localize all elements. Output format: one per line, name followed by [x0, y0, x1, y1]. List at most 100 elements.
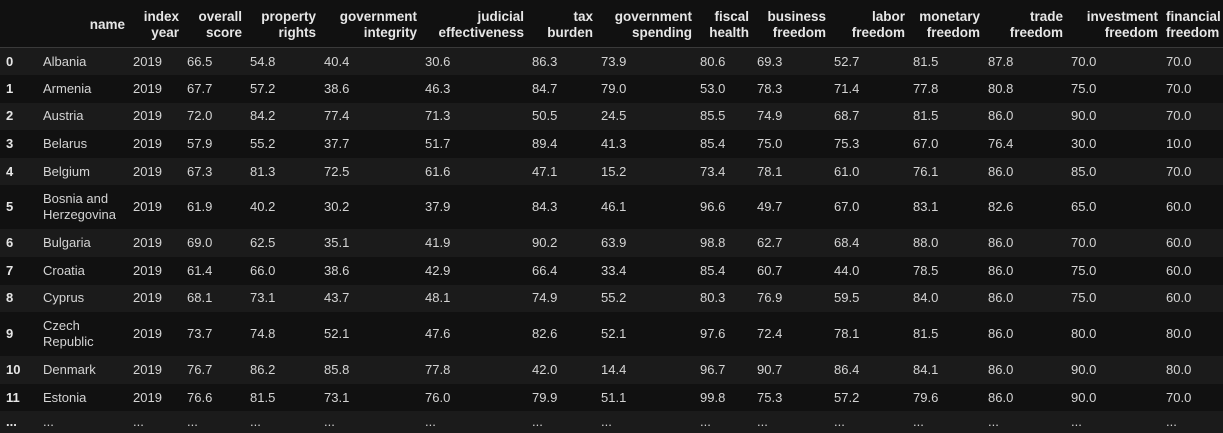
- cell-labor_freedom: 78.1: [830, 312, 909, 356]
- cell-investment_freedom: 75.0: [1067, 285, 1162, 313]
- cell-labor_freedom: 68.4: [830, 229, 909, 257]
- cell-property_rights: 54.8: [246, 48, 320, 76]
- cell-index_year: 2019: [129, 103, 183, 131]
- cell-index_year: 2019: [129, 257, 183, 285]
- cell-property_rights: 40.2: [246, 185, 320, 229]
- cell-monetary_freedom: 77.8: [909, 75, 984, 103]
- header-row: name index year overall score property righ…: [0, 0, 1223, 48]
- cell-government_spending: 24.5: [597, 103, 696, 131]
- cell-judicial_effectiveness: 61.6: [421, 158, 528, 186]
- cell-name: Cyprus: [39, 285, 129, 313]
- cell-name: Bosnia and Herzegovina: [39, 185, 129, 229]
- cell-judicial_effectiveness: 42.9: [421, 257, 528, 285]
- cell-judicial_effectiveness: 30.6: [421, 48, 528, 76]
- cell-trade_freedom: 86.0: [984, 229, 1067, 257]
- cell-financial_freedom: 70.0: [1162, 103, 1223, 131]
- cell-fiscal_health: 85.5: [696, 103, 753, 131]
- cell-property_rights: 62.5: [246, 229, 320, 257]
- ellipsis-cell: ...: [421, 411, 528, 433]
- cell-index_year: 2019: [129, 185, 183, 229]
- cell-name: Albania: [39, 48, 129, 76]
- cell-name: Czech Republic: [39, 312, 129, 356]
- cell-index_year: 2019: [129, 130, 183, 158]
- cell-index_year: 2019: [129, 356, 183, 384]
- row-index: 10: [0, 356, 39, 384]
- cell-fiscal_health: 85.4: [696, 257, 753, 285]
- column-header-tax_burden: tax burden: [528, 0, 597, 48]
- cell-government_integrity: 37.7: [320, 130, 421, 158]
- cell-government_spending: 41.3: [597, 130, 696, 158]
- cell-trade_freedom: 76.4: [984, 130, 1067, 158]
- ellipsis-cell: ...: [984, 411, 1067, 433]
- cell-name: Belgium: [39, 158, 129, 186]
- cell-business_freedom: 90.7: [753, 356, 830, 384]
- cell-tax_burden: 84.7: [528, 75, 597, 103]
- cell-name: Armenia: [39, 75, 129, 103]
- cell-index_year: 2019: [129, 285, 183, 313]
- cell-investment_freedom: 70.0: [1067, 229, 1162, 257]
- cell-investment_freedom: 75.0: [1067, 257, 1162, 285]
- table-row: 5 Bosnia and Herzegovina 2019 61.9 40.2 30.2 3…: [0, 185, 1223, 229]
- cell-business_freedom: 69.3: [753, 48, 830, 76]
- column-header-name: name: [39, 0, 129, 48]
- cell-judicial_effectiveness: 76.0: [421, 384, 528, 412]
- cell-monetary_freedom: 81.5: [909, 48, 984, 76]
- cell-financial_freedom: 70.0: [1162, 75, 1223, 103]
- cell-judicial_effectiveness: 37.9: [421, 185, 528, 229]
- row-index: 0: [0, 48, 39, 76]
- cell-government_integrity: 40.4: [320, 48, 421, 76]
- cell-fiscal_health: 85.4: [696, 130, 753, 158]
- cell-labor_freedom: 71.4: [830, 75, 909, 103]
- cell-investment_freedom: 30.0: [1067, 130, 1162, 158]
- column-header-government_integrity: government integrity: [320, 0, 421, 48]
- cell-trade_freedom: 86.0: [984, 285, 1067, 313]
- ellipsis-cell: ...: [528, 411, 597, 433]
- cell-government_spending: 52.1: [597, 312, 696, 356]
- cell-financial_freedom: 10.0: [1162, 130, 1223, 158]
- ellipsis-cell: ...: [0, 411, 39, 433]
- cell-financial_freedom: 80.0: [1162, 312, 1223, 356]
- cell-tax_burden: 66.4: [528, 257, 597, 285]
- row-index: 7: [0, 257, 39, 285]
- cell-business_freedom: 72.4: [753, 312, 830, 356]
- cell-trade_freedom: 82.6: [984, 185, 1067, 229]
- cell-fiscal_health: 80.3: [696, 285, 753, 313]
- column-header-labor_freedom: labor freedom: [830, 0, 909, 48]
- cell-labor_freedom: 52.7: [830, 48, 909, 76]
- cell-government_integrity: 30.2: [320, 185, 421, 229]
- table-row: 2 Austria 2019 72.0 84.2 77.4 71.3 50.5 24.5 85.5…: [0, 103, 1223, 131]
- cell-government_spending: 46.1: [597, 185, 696, 229]
- cell-government_spending: 63.9: [597, 229, 696, 257]
- table-row: 6 Bulgaria 2019 69.0 62.5 35.1 41.9 90.2 63.9 98.…: [0, 229, 1223, 257]
- cell-monetary_freedom: 88.0: [909, 229, 984, 257]
- cell-monetary_freedom: 81.5: [909, 103, 984, 131]
- cell-government_spending: 14.4: [597, 356, 696, 384]
- ellipsis-cell: ...: [320, 411, 421, 433]
- cell-judicial_effectiveness: 48.1: [421, 285, 528, 313]
- ellipsis-cell: ...: [909, 411, 984, 433]
- ellipsis-cell: ...: [129, 411, 183, 433]
- table-row: 11 Estonia 2019 76.6 81.5 73.1 76.0 79.9 51.1 99.…: [0, 384, 1223, 412]
- cell-overall_score: 68.1: [183, 285, 246, 313]
- cell-financial_freedom: 70.0: [1162, 48, 1223, 76]
- cell-overall_score: 72.0: [183, 103, 246, 131]
- table-row: 1 Armenia 2019 67.7 57.2 38.6 46.3 84.7 79.0 53.0…: [0, 75, 1223, 103]
- cell-name: Austria: [39, 103, 129, 131]
- cell-business_freedom: 62.7: [753, 229, 830, 257]
- cell-labor_freedom: 67.0: [830, 185, 909, 229]
- cell-monetary_freedom: 67.0: [909, 130, 984, 158]
- cell-financial_freedom: 60.0: [1162, 285, 1223, 313]
- cell-investment_freedom: 75.0: [1067, 75, 1162, 103]
- row-index: 5: [0, 185, 39, 229]
- cell-government_integrity: 38.6: [320, 257, 421, 285]
- cell-monetary_freedom: 76.1: [909, 158, 984, 186]
- cell-fiscal_health: 80.6: [696, 48, 753, 76]
- cell-property_rights: 55.2: [246, 130, 320, 158]
- cell-property_rights: 66.0: [246, 257, 320, 285]
- cell-tax_burden: 82.6: [528, 312, 597, 356]
- cell-trade_freedom: 86.0: [984, 257, 1067, 285]
- cell-name: Denmark: [39, 356, 129, 384]
- row-index: 2: [0, 103, 39, 131]
- ellipsis-row: ........................................…: [0, 411, 1223, 433]
